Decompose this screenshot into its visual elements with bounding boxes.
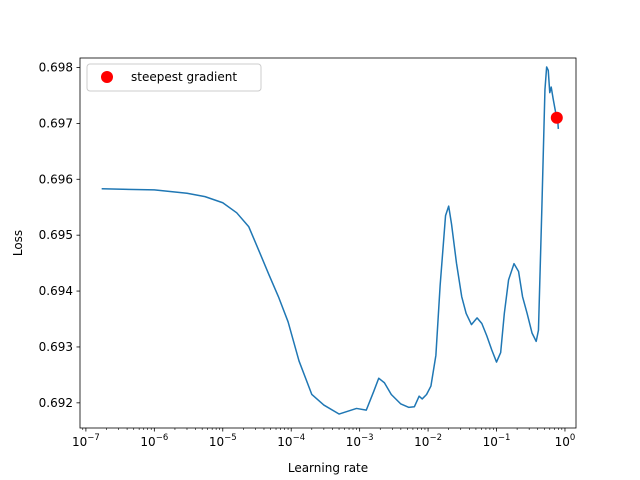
x-tick-label: 10−7	[72, 433, 100, 449]
y-axis: 0.692 0.693 0.694 0.695 0.696 0.697 0.698	[39, 61, 80, 410]
x-tick-label: 10−5	[209, 433, 237, 449]
steepest-gradient-point	[550, 111, 563, 124]
loss-curve	[101, 66, 560, 415]
x-tick-label: 10−3	[346, 433, 374, 449]
legend-marker-icon	[101, 71, 113, 83]
x-axis-label: Learning rate	[288, 461, 368, 475]
y-tick-label: 0.696	[39, 172, 73, 186]
legend-box	[86, 63, 262, 92]
plot-area-frame	[79, 57, 577, 429]
y-tick-label: 0.693	[39, 340, 73, 354]
series-group	[101, 66, 563, 415]
x-tick-label: 10−6	[140, 433, 168, 449]
x-axis: 10−7 10−6 10−5 10−4 10−3 10−2 10−1 100	[72, 428, 575, 449]
y-tick-label: 0.697	[39, 116, 73, 130]
y-tick-label: 0.692	[39, 396, 73, 410]
y-tick-label: 0.695	[39, 228, 73, 242]
x-tick-label: 10−2	[414, 433, 442, 449]
y-tick-label: 0.694	[39, 284, 73, 298]
y-axis-label: Loss	[11, 230, 25, 256]
legend-entry-label: steepest gradient	[131, 70, 237, 84]
x-tick-label: 10−4	[277, 433, 305, 449]
x-tick-label: 100	[555, 433, 576, 449]
y-tick-label: 0.698	[39, 61, 73, 75]
legend: steepest gradient	[86, 63, 262, 92]
x-tick-label: 10−1	[483, 433, 511, 449]
